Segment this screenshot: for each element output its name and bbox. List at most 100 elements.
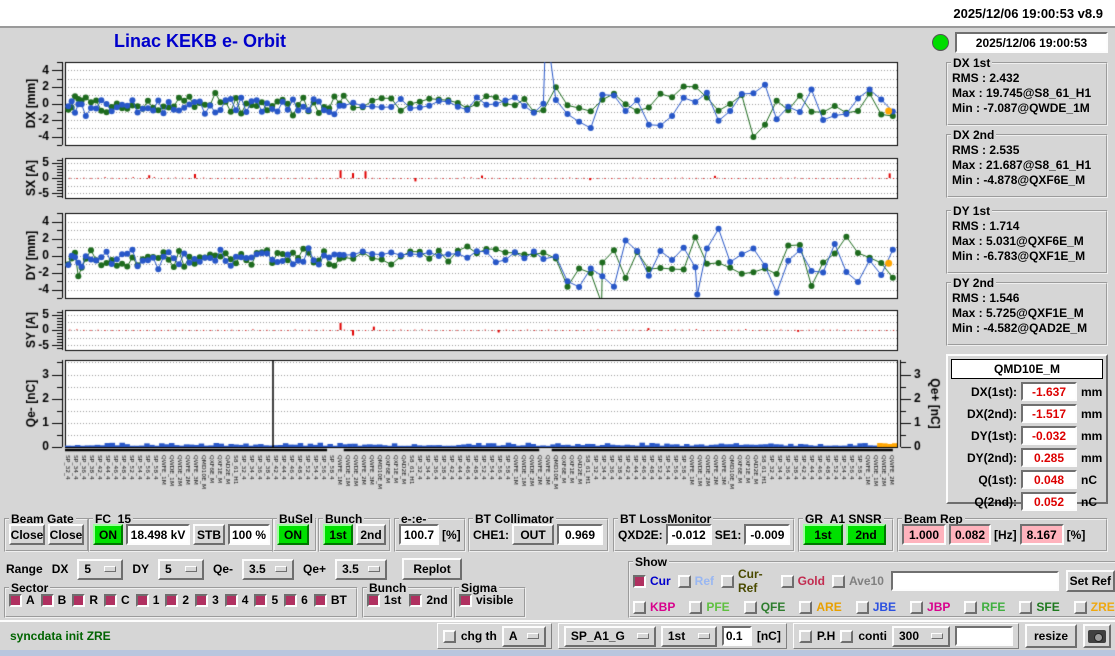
snsr-2nd-button[interactable]: 2nd — [846, 524, 886, 545]
beam-rep-1-field: 1.000 — [902, 524, 946, 545]
checkbox-icon — [104, 593, 118, 607]
sector-3-checkbox[interactable]: 3 — [195, 593, 219, 607]
sector-group: Sector A B R C 1 2 3 4 5 6 BT — [4, 581, 358, 618]
sector-6-checkbox[interactable]: 6 — [284, 593, 308, 607]
checkbox-icon — [1019, 600, 1033, 614]
beam-gate-close-1-button[interactable]: Close — [9, 524, 45, 545]
th-select[interactable]: A — [501, 625, 546, 647]
ph-checkbox[interactable] — [798, 629, 812, 643]
checkbox-icon — [780, 574, 794, 588]
bunch-2nd-button[interactable]: 2nd — [356, 524, 386, 545]
sector-1-checkbox[interactable]: 1 — [135, 593, 159, 607]
chg-th-checkbox[interactable] — [442, 629, 456, 643]
checkbox-icon — [689, 600, 703, 614]
checkbox-icon — [1073, 600, 1087, 614]
range-qe-plus-select[interactable]: 3.5 — [335, 558, 388, 580]
show-qfe-checkbox[interactable]: QFE — [743, 600, 785, 614]
show-cur-checkbox[interactable]: Cur — [633, 574, 671, 588]
show-kbp-checkbox[interactable]: KBP — [633, 600, 675, 614]
show-jbp-checkbox[interactable]: JBP — [910, 600, 950, 614]
ee-ratio-unit: [%] — [442, 527, 461, 542]
che1-out-button[interactable]: OUT — [512, 524, 555, 545]
sector-c-checkbox[interactable]: C — [104, 593, 130, 607]
conti-checkbox[interactable] — [840, 629, 854, 643]
status-bar: syncdata init ZRE chg th A SP_A1_G 1st [… — [0, 620, 1115, 650]
sector-bt-checkbox[interactable]: BT — [313, 593, 347, 607]
show-are-checkbox[interactable]: ARE — [799, 600, 842, 614]
sector-5-checkbox[interactable]: 5 — [254, 593, 278, 607]
fc15-kv-field: 18.498 kV — [126, 524, 190, 545]
bt-collimator-group: BT Collimator CHE1: OUT 0.969 — [468, 512, 609, 552]
conti-label: conti — [858, 629, 887, 643]
dx-1st-stats: DX 1st RMS : 2.432 Max : 19.745@S8_61_H1… — [946, 56, 1108, 126]
fc15-group: FC_15 ON 18.498 kV STB 100 % — [88, 512, 275, 552]
bunch-1st-button[interactable]: 1st — [323, 524, 353, 545]
checkbox-icon — [459, 593, 472, 607]
dy2-value-field: 0.285 — [1021, 448, 1077, 467]
qmd-row: DX(1st): -1.637 mm — [951, 382, 1103, 401]
sector-b-checkbox[interactable]: B — [40, 593, 66, 607]
dy-1st-title: DY 1st — [953, 204, 991, 218]
count-select[interactable]: 300 — [892, 625, 950, 647]
fc15-stb-button[interactable]: STB — [193, 524, 225, 545]
snapshot-button[interactable] — [1083, 624, 1111, 648]
dy-1st-min: Min : -6.783@QXF1E_M — [952, 249, 1086, 263]
dx-2nd-rms: RMS : 2.535 — [952, 143, 1020, 157]
sp-select[interactable]: SP_A1_G — [563, 625, 656, 647]
show-gold-checkbox[interactable]: Gold — [780, 574, 825, 588]
acquire-group: P.H conti 300 — [792, 623, 1019, 649]
che1-label: CHE1: — [473, 527, 510, 542]
fc15-on-button[interactable]: ON — [93, 524, 123, 545]
snsr-1st-button[interactable]: 1st — [803, 524, 843, 545]
show-zre-checkbox[interactable]: ZRE — [1073, 600, 1115, 614]
bunch-2nd-checkbox[interactable]: 2nd — [409, 593, 448, 607]
checkbox-icon — [9, 593, 22, 607]
show-rfe-checkbox[interactable]: RFE — [964, 600, 1005, 614]
q2-value-field: 0.052 — [1021, 492, 1077, 511]
set-ref-button[interactable]: Set Ref — [1065, 570, 1115, 592]
busel-on-button[interactable]: ON — [277, 524, 309, 545]
show-ref-checkbox[interactable]: Ref — [677, 574, 714, 588]
range-qe-minus-select[interactable]: 3.5 — [242, 558, 295, 580]
show-sfe-checkbox[interactable]: SFE — [1019, 600, 1060, 614]
qxd2e-label: QXD2E: — [618, 527, 663, 542]
se1-value-field: -0.009 — [744, 524, 791, 545]
show-jbe-checkbox[interactable]: JBE — [855, 600, 896, 614]
bunch-select[interactable]: 1st — [660, 625, 717, 647]
qmd-row: DX(2nd): -1.517 mm — [951, 404, 1103, 423]
show-ave10-checkbox[interactable]: Ave10 — [831, 574, 884, 588]
dy-1st-max: Max : 5.031@QXF6E_M — [952, 234, 1084, 248]
timestamp-field: 2025/12/06 19:00:53 — [955, 32, 1108, 53]
show-cur-ref-checkbox[interactable]: Cur-Ref — [721, 567, 774, 595]
sector-4-checkbox[interactable]: 4 — [224, 593, 248, 607]
resize-button[interactable]: resize — [1025, 624, 1077, 648]
qmd-row: Q(1st): 0.048 nC — [951, 470, 1103, 489]
checkbox-icon — [40, 593, 54, 607]
replot-button[interactable]: Replot — [402, 558, 463, 580]
bunch-1st-checkbox[interactable]: 1st — [367, 593, 401, 607]
sector-r-checkbox[interactable]: R — [72, 593, 98, 607]
checkbox-icon — [72, 593, 86, 607]
range-dy-select[interactable]: 5 — [158, 558, 205, 580]
dx-2nd-max: Max : 21.687@S8_61_H1 — [952, 158, 1092, 172]
beam-rep-3-field: 8.167 — [1019, 524, 1064, 545]
titlebar-datetime-version: 2025/12/06 19:00:53 v8.9 — [953, 5, 1103, 21]
option-menu-icon — [275, 566, 288, 572]
range-dx-select[interactable]: 5 — [77, 558, 124, 580]
beam-gate-close-2-button[interactable]: Close — [48, 524, 84, 545]
sigma-visible-checkbox[interactable]: visible — [459, 593, 513, 607]
che1-value-field: 0.969 — [557, 524, 604, 545]
ref-file-entry[interactable] — [890, 571, 1059, 591]
count-entry[interactable] — [955, 626, 1013, 646]
dy-2nd-min: Min : -4.582@QAD2E_M — [952, 321, 1088, 335]
sector-a-checkbox[interactable]: A — [9, 593, 35, 607]
show-pfe-checkbox[interactable]: PFE — [689, 600, 730, 614]
percent-unit: [%] — [1066, 527, 1086, 542]
dx-2nd-stats: DX 2nd RMS : 2.535 Max : 21.687@S8_61_H1… — [946, 128, 1108, 198]
busel-group: BuSel ON — [272, 512, 318, 552]
sector-2-checkbox[interactable]: 2 — [165, 593, 189, 607]
threshold-entry[interactable] — [721, 626, 752, 646]
checkbox-icon — [313, 593, 327, 607]
ee-ratio-group: e-:e- 100.7 [%] — [394, 512, 466, 552]
qmd-row: DY(2nd): 0.285 mm — [951, 448, 1103, 467]
